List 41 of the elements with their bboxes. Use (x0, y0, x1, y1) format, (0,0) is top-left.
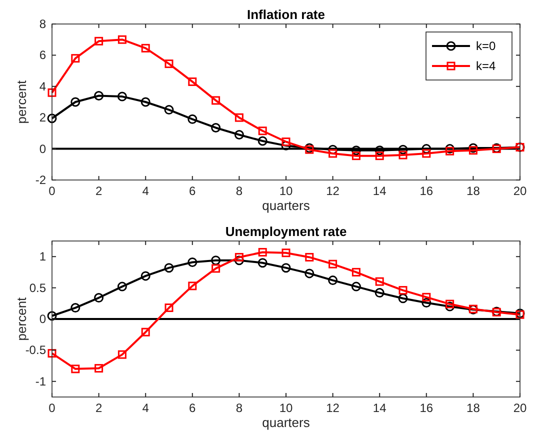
legend-label: k=4 (476, 59, 496, 73)
x-tick-label: 4 (142, 401, 150, 415)
y-tick-label: 8 (39, 17, 46, 31)
y-tick-label: -1 (35, 374, 46, 388)
x-tick-label: 12 (326, 184, 340, 198)
x-tick-label: 8 (236, 401, 243, 415)
x-tick-label: 8 (236, 184, 243, 198)
y-tick-label: 0.5 (29, 280, 46, 295)
y-tick-label: 0 (39, 312, 46, 326)
x-tick-label: 0 (48, 401, 56, 415)
x-tick-label: 10 (279, 401, 293, 415)
x-tick-label: 4 (142, 184, 150, 198)
x-tick-label: 20 (513, 401, 527, 415)
x-tick-label: 0 (48, 184, 56, 198)
y-tick-label: 6 (39, 48, 46, 62)
x-tick-label: 18 (466, 184, 480, 198)
x-tick-label: 16 (420, 184, 434, 198)
x-tick-label: 18 (466, 401, 480, 415)
x-tick-label: 12 (326, 401, 340, 415)
x-tick-label: 16 (420, 401, 434, 415)
x-tick-label: 14 (372, 184, 387, 198)
x-tick-label: 14 (372, 401, 387, 415)
x-tick-label: 2 (95, 401, 102, 415)
x-tick-label: 20 (513, 184, 527, 198)
x-axis-title: quarters (262, 198, 310, 213)
legend-label: k=0 (476, 39, 496, 53)
x-tick-label: 10 (279, 184, 293, 198)
y-tick-label: 1 (39, 250, 46, 264)
y-tick-label: -2 (35, 173, 46, 187)
x-tick-label: 6 (189, 401, 196, 415)
y-axis-title: percent (14, 296, 29, 341)
y-tick-label: 0 (39, 142, 46, 156)
y-tick-label: 4 (39, 79, 46, 94)
chart-title: Unemployment rate (225, 224, 347, 239)
x-tick-label: 2 (95, 184, 102, 198)
x-axis-title: quarters (262, 415, 310, 430)
y-axis-title: percent (14, 80, 29, 124)
chart-title: Inflation rate (246, 7, 326, 22)
y-tick-label: -0.5 (25, 343, 46, 358)
x-tick-label: 6 (189, 184, 196, 198)
y-tick-label: 2 (39, 110, 46, 125)
